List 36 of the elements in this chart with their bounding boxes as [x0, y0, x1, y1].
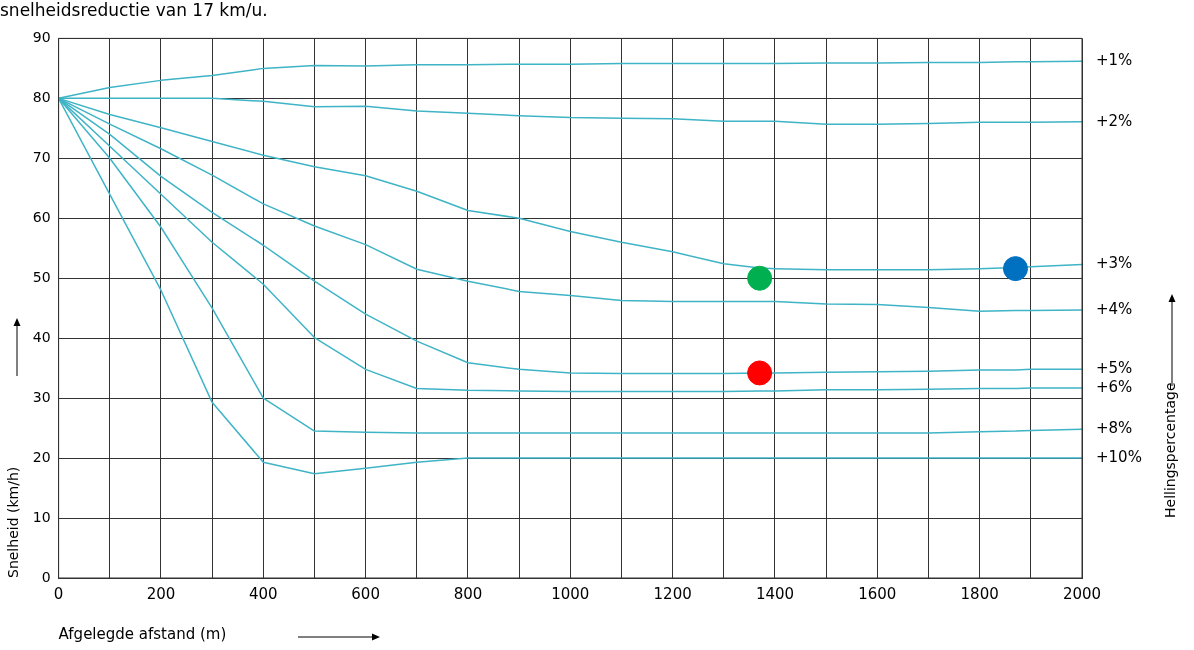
y-tick-label: 80 — [32, 89, 51, 105]
y-tick-label: 0 — [41, 568, 51, 585]
y-tick-label: 40 — [32, 328, 51, 345]
series-label: +6% — [1096, 377, 1133, 396]
x-tick-label: 1000 — [551, 584, 590, 603]
series-label: +4% — [1096, 299, 1133, 318]
series-label: +1% — [1096, 51, 1133, 70]
point — [747, 360, 773, 386]
series-label: +2% — [1096, 111, 1133, 130]
point — [747, 265, 773, 291]
series-label: +10% — [1096, 447, 1142, 466]
y-tick-label: 70 — [32, 148, 51, 165]
x-tick-label: 2000 — [1062, 584, 1102, 603]
series-label: +8% — [1096, 419, 1133, 438]
x-tick-label: 400 — [248, 584, 278, 603]
point — [1002, 256, 1028, 282]
text: Hellingspercentage — [1162, 382, 1178, 518]
y-tick-label: 60 — [32, 208, 51, 225]
y-tick-label: 90 — [32, 29, 51, 46]
x-axis-title: Afgelegde afstand (m) — [58, 624, 227, 643]
series-label: +3% — [1096, 254, 1133, 273]
y-axis-title: Snelheid (km/h) — [5, 466, 22, 578]
series-label: +5% — [1096, 359, 1133, 378]
y-tick-label: 10 — [32, 508, 51, 525]
x-tick-label: 1600 — [858, 584, 897, 603]
x-tick-label: 1800 — [960, 584, 999, 603]
y-tick-label: 30 — [32, 388, 51, 405]
y-tick-label: 20 — [32, 448, 51, 465]
x-tick-label: 200 — [146, 584, 176, 603]
x-tick-label: 1400 — [755, 584, 795, 603]
x-tick-label: 600 — [351, 584, 380, 603]
x-tick-label: 800 — [453, 584, 483, 603]
x-tick-label: 1200 — [653, 584, 692, 603]
chart-title: snelheidsreductie van 17 km/u. — [0, 0, 268, 20]
x-tick-label: 0 — [53, 584, 64, 603]
y-tick-label: 50 — [32, 268, 51, 285]
